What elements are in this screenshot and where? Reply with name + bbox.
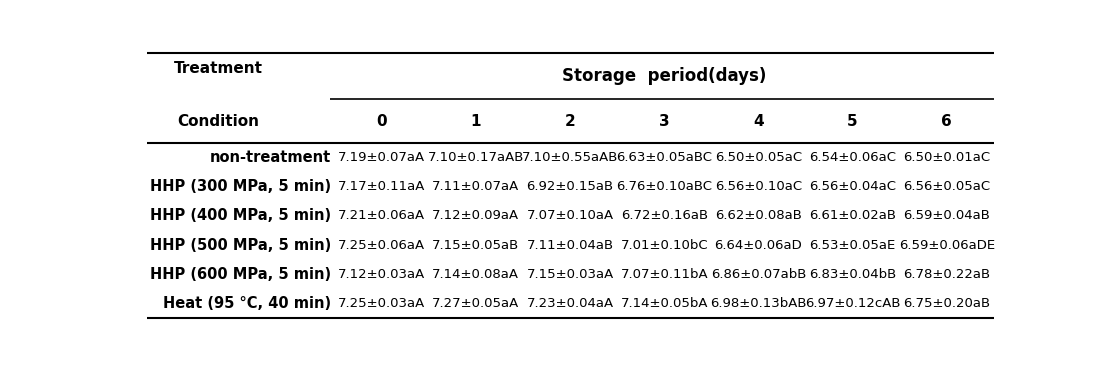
Text: 6.59±0.04aB: 6.59±0.04aB [903,210,990,222]
Text: 7.27±0.05aA: 7.27±0.05aA [433,297,519,310]
Text: 7.10±0.17aAB: 7.10±0.17aAB [428,151,525,164]
Text: 7.11±0.07aA: 7.11±0.07aA [433,180,519,193]
Text: 6.50±0.01aC: 6.50±0.01aC [903,151,990,164]
Text: 7.12±0.09aA: 7.12±0.09aA [433,210,519,222]
Text: 6.59±0.06aDE: 6.59±0.06aDE [898,239,995,252]
Text: 7.01±0.10bC: 7.01±0.10bC [620,239,708,252]
Text: 6.56±0.04aC: 6.56±0.04aC [810,180,896,193]
Text: Condition: Condition [177,113,260,128]
Text: 6.64±0.06aD: 6.64±0.06aD [714,239,802,252]
Text: 7.25±0.03aA: 7.25±0.03aA [338,297,425,310]
Text: 7.19±0.07aA: 7.19±0.07aA [338,151,425,164]
Text: 7.15±0.03aA: 7.15±0.03aA [527,268,613,281]
Text: 2: 2 [564,113,576,128]
Text: 6: 6 [942,113,953,128]
Text: 7.17±0.11aA: 7.17±0.11aA [338,180,426,193]
Text: 6.50±0.05aC: 6.50±0.05aC [715,151,802,164]
Text: 7.11±0.04aB: 7.11±0.04aB [527,239,613,252]
Text: 6.63±0.05aBC: 6.63±0.05aBC [617,151,712,164]
Text: 6.61±0.02aB: 6.61±0.02aB [810,210,896,222]
Text: 6.53±0.05aE: 6.53±0.05aE [810,239,896,252]
Text: 7.12±0.03aA: 7.12±0.03aA [338,268,425,281]
Text: 1: 1 [470,113,481,128]
Text: 7.15±0.05aB: 7.15±0.05aB [433,239,519,252]
Text: HHP (500 MPa, 5 min): HHP (500 MPa, 5 min) [150,238,332,252]
Text: 6.76±0.10aBC: 6.76±0.10aBC [617,180,712,193]
Text: 5: 5 [847,113,858,128]
Text: 6.97±0.12cAB: 6.97±0.12cAB [805,297,901,310]
Text: 6.62±0.08aB: 6.62±0.08aB [715,210,802,222]
Text: Treatment: Treatment [174,61,263,76]
Text: 7.10±0.55aAB: 7.10±0.55aAB [522,151,618,164]
Text: Heat (95 °C, 40 min): Heat (95 °C, 40 min) [163,296,332,311]
Text: 7.21±0.06aA: 7.21±0.06aA [338,210,425,222]
Text: 7.14±0.08aA: 7.14±0.08aA [433,268,519,281]
Text: 7.23±0.04aA: 7.23±0.04aA [527,297,613,310]
Text: 3: 3 [659,113,670,128]
Text: 6.75±0.20aB: 6.75±0.20aB [903,297,990,310]
Text: 7.25±0.06aA: 7.25±0.06aA [338,239,425,252]
Text: 6.86±0.07abB: 6.86±0.07abB [711,268,806,281]
Text: 6.72±0.16aB: 6.72±0.16aB [621,210,708,222]
Text: Storage  period(days): Storage period(days) [562,67,766,85]
Text: 6.78±0.22aB: 6.78±0.22aB [903,268,990,281]
Text: HHP (300 MPa, 5 min): HHP (300 MPa, 5 min) [150,179,332,194]
Text: 6.98±0.13bAB: 6.98±0.13bAB [710,297,806,310]
Text: 0: 0 [376,113,387,128]
Text: 6.56±0.10aC: 6.56±0.10aC [715,180,802,193]
Text: non-treatment: non-treatment [210,150,332,165]
Text: 7.07±0.11bA: 7.07±0.11bA [620,268,708,281]
Text: 6.92±0.15aB: 6.92±0.15aB [527,180,613,193]
Text: 7.07±0.10aA: 7.07±0.10aA [527,210,613,222]
Text: 6.56±0.05aC: 6.56±0.05aC [903,180,990,193]
Text: 4: 4 [753,113,764,128]
Text: HHP (400 MPa, 5 min): HHP (400 MPa, 5 min) [150,208,332,224]
Text: HHP (600 MPa, 5 min): HHP (600 MPa, 5 min) [150,267,332,282]
Text: 6.83±0.04bB: 6.83±0.04bB [808,268,896,281]
Text: 7.14±0.05bA: 7.14±0.05bA [620,297,708,310]
Text: 6.54±0.06aC: 6.54±0.06aC [810,151,896,164]
